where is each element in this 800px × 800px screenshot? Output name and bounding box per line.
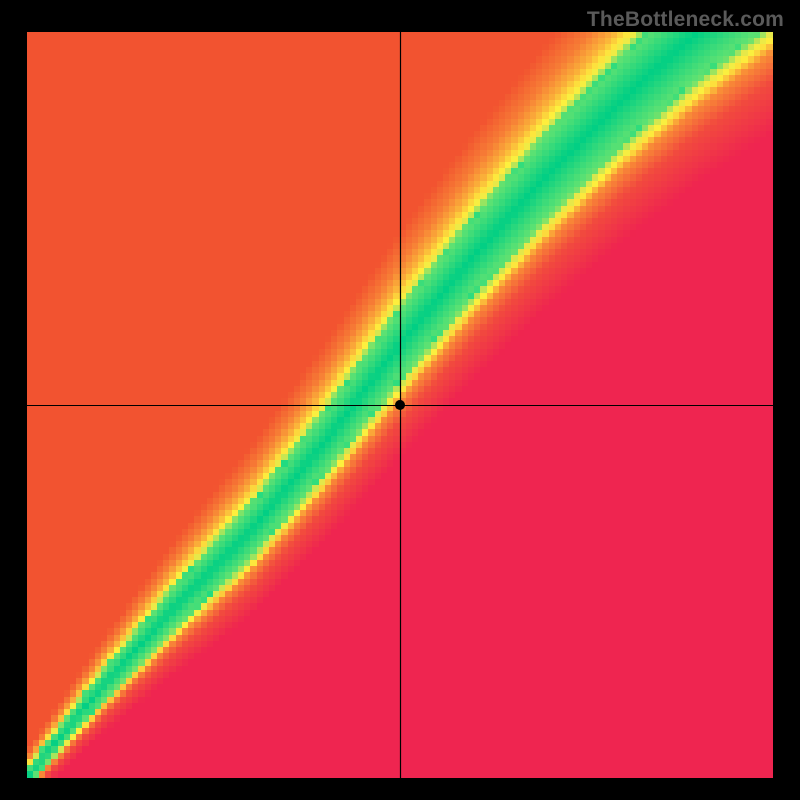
bottleneck-heatmap [0,0,800,800]
watermark-text: TheBottleneck.com [587,8,784,32]
